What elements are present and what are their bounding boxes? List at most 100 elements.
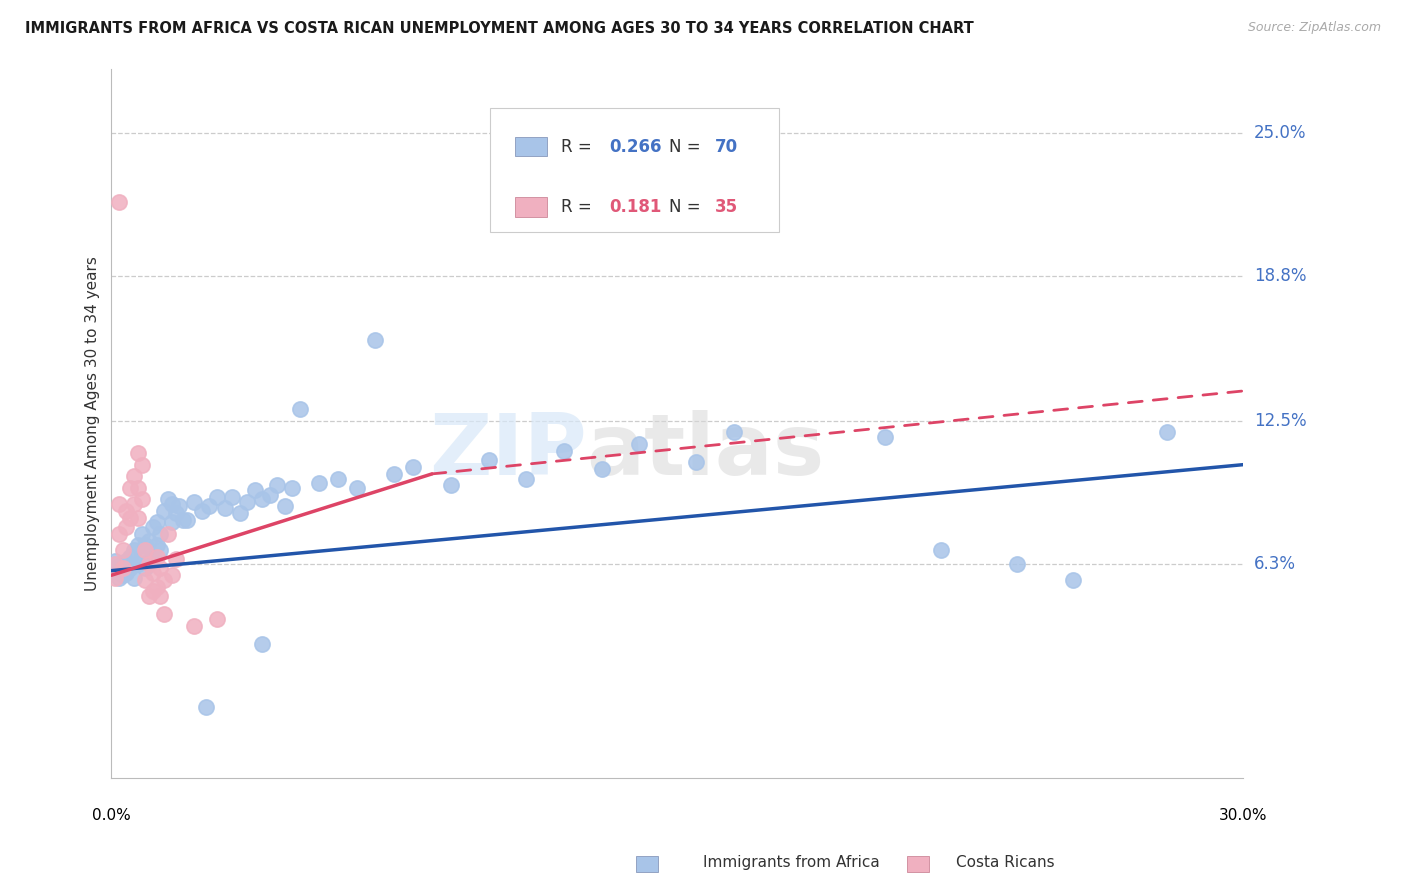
Point (142, 566, 165, 580)
Point (115, 504, 138, 518)
Point (115, 566, 138, 580)
Point (108, 559, 131, 574)
Point (127, 510, 149, 524)
Point (153, 607, 176, 622)
Point (120, 561, 142, 575)
Point (122, 570, 145, 584)
Point (402, 460, 425, 475)
Point (108, 526, 131, 541)
Point (138, 589, 160, 603)
Point (515, 471, 537, 485)
Point (1005, 557, 1028, 571)
Point (120, 549, 142, 564)
Y-axis label: Unemployment Among Ages 30 to 34 years: Unemployment Among Ages 30 to 34 years (86, 256, 100, 591)
Point (628, 437, 651, 451)
Point (138, 554, 160, 568)
Point (221, 490, 243, 504)
Text: N =: N = (669, 198, 706, 216)
FancyBboxPatch shape (516, 197, 547, 217)
Point (145, 549, 167, 564)
FancyBboxPatch shape (516, 136, 547, 156)
Text: 0.0%: 0.0% (91, 808, 131, 823)
Point (160, 497, 183, 511)
Point (259, 488, 281, 502)
Point (134, 573, 156, 587)
Text: N =: N = (669, 137, 706, 155)
Point (108, 497, 131, 511)
Point (120, 510, 142, 524)
Point (160, 568, 183, 582)
Point (127, 557, 149, 571)
Point (149, 526, 172, 541)
Point (131, 526, 153, 541)
Text: 35: 35 (714, 198, 738, 216)
Point (873, 430, 896, 444)
Point (153, 573, 176, 587)
Point (176, 513, 198, 527)
Point (308, 476, 330, 491)
Point (104, 564, 127, 578)
Point (266, 478, 288, 492)
Point (138, 533, 160, 548)
Text: 18.8%: 18.8% (1254, 267, 1306, 285)
Point (205, 612, 228, 626)
Point (1156, 425, 1178, 440)
Point (111, 542, 134, 557)
Point (115, 520, 138, 534)
Point (122, 542, 145, 557)
Point (104, 570, 127, 584)
Point (104, 557, 127, 571)
Text: 0.266: 0.266 (609, 137, 662, 155)
Text: 25.0%: 25.0% (1254, 124, 1306, 142)
Point (142, 549, 165, 564)
Point (142, 584, 165, 599)
Point (440, 478, 463, 492)
Point (382, 467, 405, 481)
Point (134, 538, 156, 552)
Point (228, 506, 250, 520)
Text: IMMIGRANTS FROM AFRICA VS COSTA RICAN UNEMPLOYMENT AMONG AGES 30 TO 34 YEARS COR: IMMIGRANTS FROM AFRICA VS COSTA RICAN UN… (25, 21, 974, 36)
Point (160, 515, 183, 529)
Point (685, 455, 707, 469)
Point (198, 499, 221, 513)
Point (252, 492, 274, 507)
Point (165, 552, 187, 566)
Point (145, 538, 167, 552)
Text: R =: R = (561, 198, 607, 216)
Point (364, 334, 387, 348)
Text: 6.3%: 6.3% (1254, 555, 1296, 573)
Point (127, 538, 149, 552)
Point (929, 542, 952, 557)
Point (122, 469, 145, 483)
Point (111, 568, 134, 582)
Point (183, 619, 205, 633)
Point (281, 481, 304, 495)
Point (591, 462, 613, 476)
Point (111, 557, 134, 571)
Text: 70: 70 (714, 137, 738, 155)
Point (274, 499, 297, 513)
Point (205, 490, 228, 504)
Point (243, 483, 266, 497)
Point (127, 446, 149, 460)
Point (172, 513, 194, 527)
Text: R =: R = (561, 137, 596, 155)
Point (191, 504, 214, 518)
Point (723, 425, 745, 440)
Text: 30.0%: 30.0% (1219, 808, 1267, 823)
Point (131, 458, 153, 472)
Point (145, 515, 167, 529)
Text: 12.5%: 12.5% (1254, 412, 1306, 430)
Point (214, 501, 236, 516)
Point (142, 520, 165, 534)
Point (131, 492, 153, 507)
Point (236, 494, 259, 508)
Point (156, 492, 179, 507)
Point (288, 402, 311, 417)
FancyBboxPatch shape (491, 108, 779, 232)
Point (149, 542, 172, 557)
Point (477, 453, 499, 467)
Point (346, 481, 368, 495)
Point (153, 504, 176, 518)
Point (553, 443, 575, 458)
